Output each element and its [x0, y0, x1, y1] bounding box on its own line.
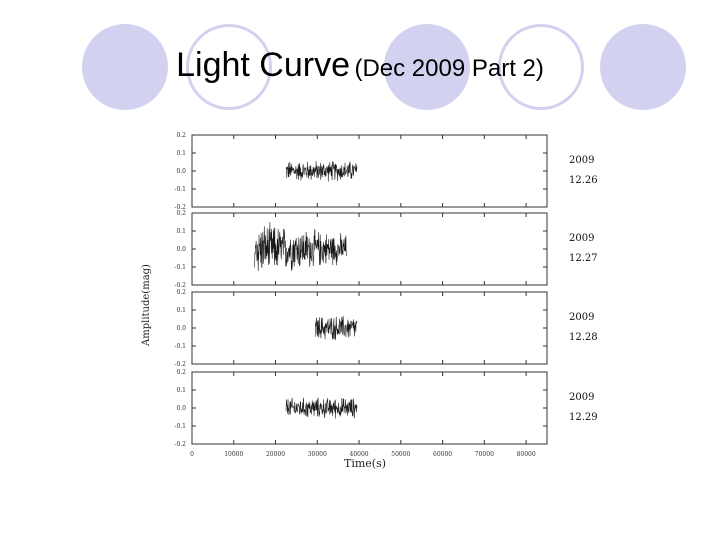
x-tick-label: 0 — [190, 451, 194, 458]
y-tick-label: -0.2 — [174, 204, 186, 211]
y-tick-label: 0.2 — [176, 132, 186, 139]
panel-date-day: 12.27 — [569, 253, 598, 264]
x-tick-label: 30000 — [308, 451, 327, 458]
y-tick-label: 0.1 — [176, 150, 186, 157]
y-tick-label: -0.2 — [174, 282, 186, 289]
panel-date-year: 2009 — [569, 233, 594, 244]
panel-date-day: 12.28 — [569, 332, 598, 343]
panel-frame — [191, 134, 548, 208]
y-tick-label: 0.2 — [176, 210, 186, 217]
decor-circle-3 — [384, 24, 470, 110]
panel-date-day: 12.26 — [569, 175, 598, 186]
panel-frame — [191, 212, 548, 286]
decor-circle-1 — [82, 24, 168, 110]
chart-panel-1: 0.2 0.1 0.0 -0.1 -0.2 2009 12.26 — [174, 132, 597, 211]
x-tick-labels: 0 10000 20000 30000 40000 50000 60000 70000 8000… — [190, 451, 536, 458]
light-curve-series — [285, 161, 358, 182]
y-tick-label: 0.0 — [176, 246, 186, 253]
title-main: Light Curve — [176, 46, 350, 84]
y-tick-label: 0.2 — [176, 289, 186, 296]
panel-date-year: 2009 — [569, 312, 594, 323]
y-tick-label: 0.0 — [176, 325, 186, 332]
chart-panel-3: 0.2 0.1 0.0 -0.1 -0.2 2009 12.28 — [174, 289, 597, 368]
y-tick-label: 0.1 — [176, 307, 186, 314]
panel-date-year: 2009 — [569, 392, 594, 403]
decor-circle-2 — [186, 24, 272, 110]
panel-frame — [191, 371, 548, 445]
panel-date-day: 12.29 — [569, 412, 598, 423]
panel-date-year: 2009 — [569, 155, 594, 166]
x-tick-label: 80000 — [517, 451, 536, 458]
light-curve-chart: 0.2 0.1 0.0 -0.1 -0.2 2009 12.26 0.2 0.1 0.0 -0.1 -… — [141, 132, 598, 470]
y-tick-label: 0.2 — [176, 369, 186, 376]
x-axis-label: Time(s) — [344, 457, 386, 470]
light-curve-series — [314, 315, 358, 341]
y-axis-label: Amplitude(mag) — [141, 264, 152, 347]
y-tick-label: -0.2 — [174, 361, 186, 368]
y-tick-label: -0.1 — [174, 264, 186, 271]
x-tick-label: 70000 — [475, 451, 494, 458]
y-tick-label: -0.1 — [174, 423, 186, 430]
y-tick-label: 0.1 — [176, 387, 186, 394]
panel-frame — [191, 291, 548, 365]
chart-panels: 0.2 0.1 0.0 -0.1 -0.2 2009 12.26 0.2 0.1 0.0 -0.1 -… — [174, 132, 597, 448]
title-subtitle: (Dec 2009 Part 2) — [354, 55, 544, 82]
y-tick-label: -0.2 — [174, 441, 186, 448]
light-curve-series — [254, 221, 347, 272]
chart-panel-2: 0.2 0.1 0.0 -0.1 -0.2 2009 12.27 — [174, 210, 597, 289]
y-tick-label: -0.1 — [174, 186, 186, 193]
decor-circle-5 — [600, 24, 686, 110]
x-tick-label: 60000 — [433, 451, 452, 458]
y-tick-label: -0.1 — [174, 343, 186, 350]
x-tick-label: 40000 — [350, 451, 369, 458]
x-tick-label: 50000 — [391, 451, 410, 458]
y-tick-label: 0.1 — [176, 228, 186, 235]
x-tick-label: 10000 — [224, 451, 243, 458]
slide-title: Light Curve (Dec 2009 Part 2) — [0, 46, 720, 85]
light-curve-series — [285, 397, 358, 419]
chart-panel-4: 0.2 0.1 0.0 -0.1 -0.2 2009 12.29 — [174, 369, 597, 448]
decor-circle-4 — [498, 24, 584, 110]
x-tick-label: 20000 — [266, 451, 285, 458]
y-tick-label: 0.0 — [176, 405, 186, 412]
y-tick-label: 0.0 — [176, 168, 186, 175]
